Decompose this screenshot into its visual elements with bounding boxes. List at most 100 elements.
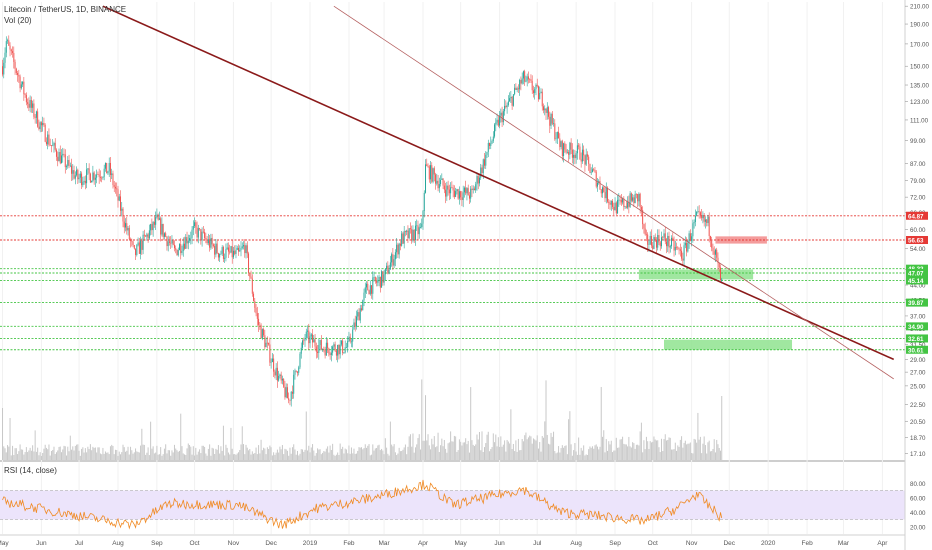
candle-body [716,249,718,258]
volume-bar [470,387,472,460]
price-tick-label: 87.00 [910,161,926,168]
candle-body [72,170,74,174]
candle-body [713,251,715,255]
volume-bar [569,411,571,460]
volume-bar [539,442,541,460]
volume-bar [343,453,345,460]
volume-bar [586,454,588,460]
volume-bar [548,443,550,460]
candle-body [618,199,620,201]
volume-legend: Vol (20) [4,16,32,25]
volume-bar [414,447,416,460]
volume-bar [122,444,124,460]
volume-bar [458,439,460,460]
volume-bar [546,434,548,460]
candle-body [136,245,138,255]
candle-body [151,224,153,231]
volume-bar [504,440,506,460]
volume-bar [104,451,106,460]
candle-body [654,237,656,240]
volume-bar [102,447,104,460]
volume-bar [499,446,501,460]
volume-bar [30,450,32,460]
candle-body [377,279,379,283]
volume-bar [71,449,73,460]
volume-bar [496,446,498,460]
candle-body [64,154,66,168]
volume-bar [303,451,305,460]
candle-body [721,278,723,281]
volume-bar [226,447,228,460]
candle-body [50,145,52,146]
level-price-tag [906,298,928,307]
candle-body [505,105,507,108]
candle-body [684,242,686,246]
price-tick-label: 135.00 [910,83,929,90]
volume-bar [645,436,647,460]
volume-bar [477,439,479,460]
candle-body [281,378,283,381]
candle-body [712,247,714,252]
candle-body [83,180,85,182]
candle-body [671,237,673,247]
candle-body [165,233,167,237]
candle-body [343,352,345,353]
candle-body [502,111,504,123]
candle-body [207,239,209,244]
candle-body [438,184,440,189]
volume-bar [501,446,503,460]
candle-body [312,334,314,343]
volume-bar [408,436,410,460]
time-tick-label: Mar [838,540,850,547]
candle-body [128,227,130,240]
volume-bar [50,451,52,460]
volume-bar [24,452,26,460]
volume-bar [721,396,723,460]
volume-bar [713,439,715,460]
volume-bar [206,455,208,460]
volume-bar [140,445,142,460]
candle-body [522,71,524,79]
volume-bar [329,445,331,460]
volume-bar [461,445,463,460]
volume-bar [659,452,661,460]
candle-body [465,187,467,194]
candle-body [612,200,614,207]
candle-body [355,316,357,327]
volume-bar [520,450,522,460]
volume-bar [109,446,111,460]
volume-bar [430,449,432,460]
candle-body [417,225,419,235]
candle-body [530,79,532,81]
thin-trendline [333,5,894,380]
rsi-tick-label: 20.00 [910,524,926,531]
volume-bar [286,450,288,460]
volume-bar [527,437,529,460]
candle-body [284,386,286,398]
candle-body [475,184,477,191]
volume-bar [687,443,689,460]
candle-body [324,349,326,356]
candle-body [269,344,271,363]
candle-body [515,87,517,90]
candle-body [55,149,57,157]
volume-bar [66,455,68,460]
volume-bar [421,379,423,460]
candle-body [307,330,309,332]
volume-bar [600,386,602,460]
volume-bar [384,438,386,460]
volume-bar [221,450,223,460]
candle-body [9,45,11,50]
volume-bar [534,439,536,460]
volume-bar [23,454,25,460]
volume-bar [510,409,512,460]
candle-body [504,105,506,112]
volume-bar [175,448,177,460]
volume-bar [136,451,138,460]
volume-bar [151,448,153,460]
candle-body [382,271,384,283]
candle-body [491,140,493,144]
volume-bar [443,439,445,460]
candle-body [280,374,282,381]
